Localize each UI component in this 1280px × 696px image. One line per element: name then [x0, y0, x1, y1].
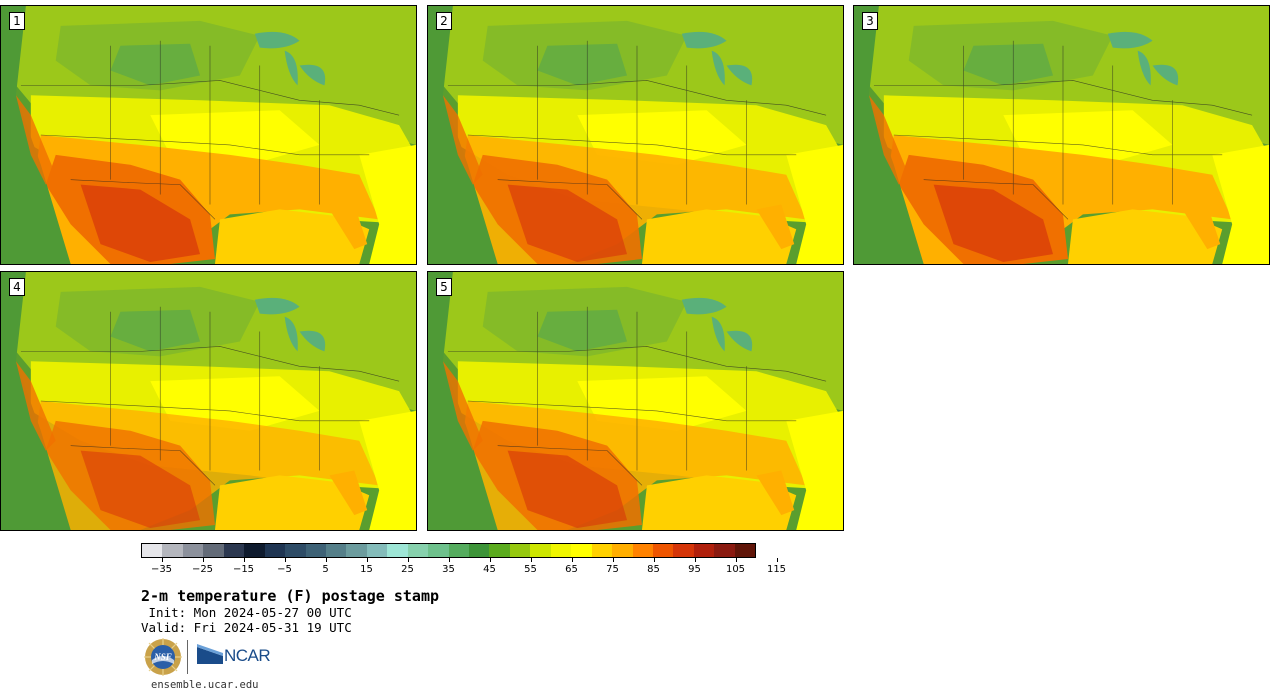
colorbar-segment — [550, 544, 572, 557]
logos: NSF NCAR — [144, 638, 284, 676]
temperature-map — [428, 6, 843, 264]
colorbar-tick-label: 5 — [322, 564, 329, 575]
logo-divider — [187, 640, 188, 674]
colorbar-segment — [264, 544, 286, 557]
site-url: ensemble.ucar.edu — [151, 679, 259, 691]
valid-time: Valid: Fri 2024-05-31 19 UTC — [141, 620, 352, 635]
colorbar-tick — [571, 558, 573, 562]
colorbar-tick — [530, 558, 532, 562]
colorbar-segment — [142, 544, 163, 557]
colorbar-tick — [366, 558, 368, 562]
colorbar-segment — [571, 544, 592, 557]
colorbar-segment — [346, 544, 367, 557]
init-time: Init: Mon 2024-05-27 00 UTC — [141, 605, 352, 620]
colorbar-segment — [325, 544, 347, 557]
colorbar-segment — [285, 544, 306, 557]
colorbar-segment — [223, 544, 245, 557]
page-title: 2-m temperature (F) postage stamp — [141, 587, 440, 605]
svg-text:NSF: NSF — [153, 652, 172, 662]
colorbar-tick-label: 85 — [647, 564, 660, 575]
temperature-map — [1, 6, 416, 264]
colorbar-segment — [652, 544, 674, 557]
colorbar-segment — [591, 544, 613, 557]
temperature-map — [854, 6, 1269, 264]
colorbar-tick-label: 105 — [725, 564, 746, 575]
ensemble-member-1-map: 1 — [0, 5, 417, 265]
colorbar-tick-label: −25 — [191, 564, 214, 575]
colorbar-tick-label: 75 — [606, 564, 619, 575]
colorbar-segment — [509, 544, 531, 557]
colorbar-tick — [448, 558, 450, 562]
colorbar-tick — [653, 558, 655, 562]
colorbar-segment — [428, 544, 449, 557]
colorbar-tick — [776, 558, 778, 562]
colorbar-tick — [735, 558, 737, 562]
colorbar-tick-label: 65 — [565, 564, 578, 575]
colorbar-segment — [305, 544, 326, 557]
temperature-map — [428, 272, 843, 530]
colorbar-tick — [489, 558, 491, 562]
ensemble-member-2-map: 2 — [427, 5, 844, 265]
colorbar-tick-label: 15 — [360, 564, 373, 575]
colorbar-segment — [714, 544, 735, 557]
member-label: 4 — [9, 278, 25, 296]
colorbar-segment — [448, 544, 469, 557]
colorbar-segment — [489, 544, 510, 557]
colorbar-tick — [202, 558, 204, 562]
colorbar-tick-label: −15 — [232, 564, 255, 575]
colorbar-tick — [161, 558, 163, 562]
colorbar-segment — [469, 544, 490, 557]
ncar-logo-icon — [197, 644, 223, 664]
ensemble-member-3-map: 3 — [853, 5, 1270, 265]
colorbar-tick-label: 25 — [401, 564, 414, 575]
colorbar-segment — [162, 544, 183, 557]
colorbar-segment — [387, 544, 408, 557]
temperature-map — [1, 272, 416, 530]
colorbar-tick — [284, 558, 286, 562]
colorbar-segment — [244, 544, 265, 557]
colorbar-segment — [734, 544, 756, 557]
member-label: 2 — [436, 12, 452, 30]
colorbar-tick — [243, 558, 245, 562]
colorbar-segment — [530, 544, 551, 557]
ncar-logo-text: NCAR — [224, 646, 271, 665]
colorbar-tick-label: 95 — [688, 564, 701, 575]
colorbar-segment — [366, 544, 388, 557]
colorbar-tick — [612, 558, 614, 562]
colorbar-segment — [612, 544, 633, 557]
colorbar-segment — [673, 544, 694, 557]
member-label: 3 — [862, 12, 878, 30]
temperature-colorbar — [141, 543, 756, 558]
colorbar-tick-label: 35 — [442, 564, 455, 575]
ensemble-member-4-map: 4 — [0, 271, 417, 531]
colorbar-segment — [182, 544, 204, 557]
colorbar-tick — [325, 558, 327, 562]
colorbar-tick-label: 115 — [766, 564, 787, 575]
colorbar-tick-label: 55 — [524, 564, 537, 575]
colorbar-segment — [203, 544, 224, 557]
colorbar-segment — [632, 544, 653, 557]
ensemble-member-5-map: 5 — [427, 271, 844, 531]
colorbar-tick — [694, 558, 696, 562]
colorbar-segment — [407, 544, 429, 557]
colorbar-tick-label: −35 — [150, 564, 173, 575]
colorbar-ticks: −35 −25 −15 −5 5 15 25 35 45 55 65 75 85 95 105 115 — [141, 558, 786, 578]
colorbar-tick-label: −5 — [277, 564, 292, 575]
nsf-logo-icon: NSF — [144, 638, 182, 676]
colorbar-tick — [407, 558, 409, 562]
colorbar-segment — [693, 544, 715, 557]
member-label: 1 — [9, 12, 25, 30]
colorbar-tick-label: 45 — [483, 564, 496, 575]
member-label: 5 — [436, 278, 452, 296]
